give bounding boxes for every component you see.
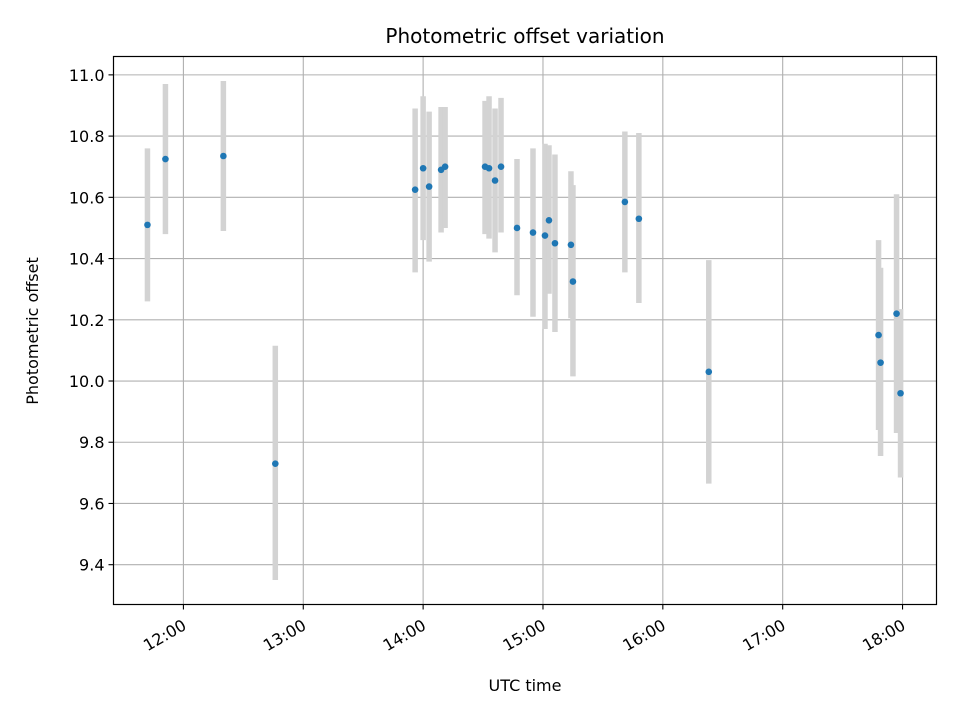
data-point <box>272 460 279 467</box>
data-point <box>705 368 713 376</box>
data-point <box>545 216 553 224</box>
data-point <box>551 239 559 247</box>
data-point <box>513 224 521 232</box>
data-point <box>425 183 433 190</box>
data-point <box>491 177 499 184</box>
y-axis-ticks: 9.4 9.6 9.8 10.0 10.2 10.4 10.6 10.8 11.0 <box>69 66 114 575</box>
y-tick-label: 10.2 <box>69 311 105 330</box>
y-tick-label: 9.4 <box>79 556 104 575</box>
data-point <box>621 198 629 206</box>
data-point <box>877 359 884 366</box>
data-point <box>893 310 900 317</box>
plot-frame <box>112 55 938 606</box>
y-tick-label: 10.0 <box>69 372 105 391</box>
data-point <box>569 278 577 285</box>
grid <box>113 56 937 605</box>
data-point <box>144 221 151 229</box>
data-point <box>441 163 449 171</box>
data-point <box>220 152 227 160</box>
y-axis-label: Photometric offset <box>23 257 42 405</box>
y-tick-label: 10.4 <box>69 250 105 269</box>
y-tick-label: 9.6 <box>79 494 104 513</box>
chart-title: Photometric offset variation <box>385 24 664 48</box>
data-point <box>162 155 169 163</box>
data-point <box>567 241 575 249</box>
data-point <box>635 215 643 223</box>
data-points <box>144 152 904 467</box>
y-tick-label: 11.0 <box>69 66 105 85</box>
y-tick-label: 10.6 <box>69 188 105 207</box>
x-axis-label: UTC time <box>489 676 562 695</box>
data-point <box>897 389 904 397</box>
data-point <box>497 163 505 171</box>
y-tick-label: 10.8 <box>69 127 105 146</box>
data-point <box>485 164 493 172</box>
data-point <box>541 232 549 239</box>
data-point <box>419 164 427 172</box>
data-point <box>411 186 419 193</box>
data-point <box>875 331 882 339</box>
data-point <box>529 229 537 236</box>
y-tick-label: 9.8 <box>79 433 104 452</box>
